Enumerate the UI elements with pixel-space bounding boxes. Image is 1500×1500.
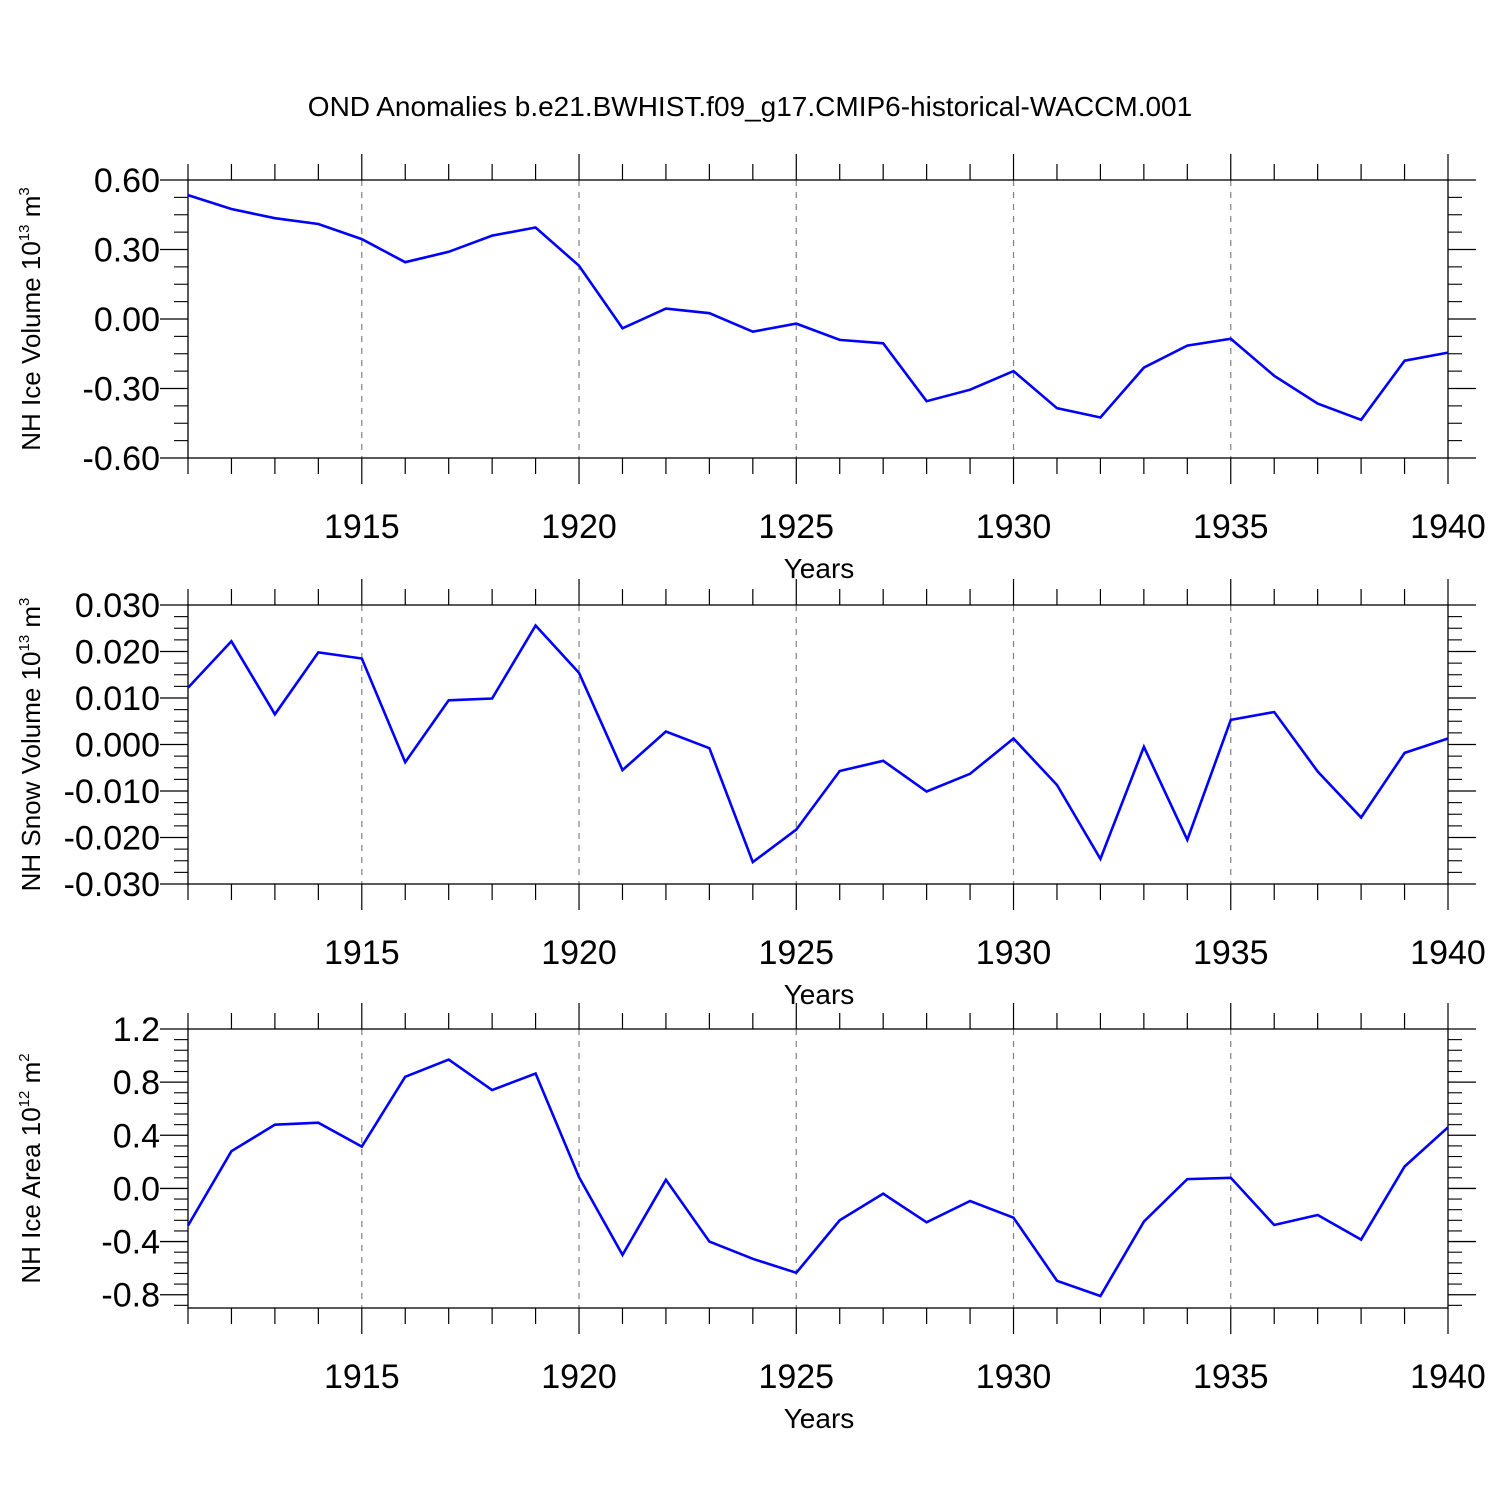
x-tick-label: 1920 bbox=[541, 1358, 617, 1396]
y-tick-label: -0.020 bbox=[64, 820, 160, 858]
x-tick-label: 1925 bbox=[758, 508, 834, 546]
series-line bbox=[187, 623, 1449, 865]
y-tick-label: -0.030 bbox=[64, 866, 160, 904]
y-axis-label: NH Snow Volume 1013 m3 bbox=[16, 598, 46, 892]
y-tick-label: -0.60 bbox=[83, 440, 161, 478]
panel-3: -0.8 -0.4 0.0 0.4 0.8 1.2 1915 1920 1925 1930 1935… bbox=[16, 1003, 1486, 1434]
x-tick-label: 1925 bbox=[758, 934, 834, 972]
y-tick-label: 0.020 bbox=[75, 634, 160, 672]
y-tick-label: 0.030 bbox=[75, 587, 160, 625]
x-tick-label: 1915 bbox=[324, 508, 400, 546]
plot-frame bbox=[187, 1028, 1449, 1309]
x-tick-label: 1915 bbox=[324, 1358, 400, 1396]
y-tick-label: 0.30 bbox=[94, 232, 160, 270]
x-tick-label: 1920 bbox=[541, 508, 617, 546]
x-tick-label: 1940 bbox=[1410, 1358, 1486, 1396]
y-axis-label: NH Ice Area 1012 m2 bbox=[16, 1053, 46, 1283]
x-axis-label: Years bbox=[784, 979, 855, 1010]
x-tick-label: 1940 bbox=[1410, 934, 1486, 972]
x-tick-label: 1935 bbox=[1193, 1358, 1269, 1396]
x-tick-label: 1915 bbox=[324, 934, 400, 972]
x-tick-label: 1930 bbox=[976, 508, 1052, 546]
y-tick-label: 0.60 bbox=[94, 162, 160, 200]
y-tick-label: 0.0 bbox=[113, 1170, 160, 1208]
x-tick-label: 1920 bbox=[541, 934, 617, 972]
y-tick-label: 0.010 bbox=[75, 680, 160, 718]
x-axis-label: Years bbox=[784, 553, 855, 584]
plot-frame bbox=[187, 179, 1449, 459]
series-line bbox=[186, 1058, 1449, 1298]
y-tick-label: 0.4 bbox=[113, 1117, 160, 1155]
x-tick-label: 1930 bbox=[976, 1358, 1052, 1396]
y-tick-label: 0.8 bbox=[113, 1064, 160, 1102]
panel-2: -0.030 -0.020 -0.010 0.000 0.010 0.020 0.030 19… bbox=[16, 579, 1486, 1010]
series-line bbox=[187, 193, 1449, 422]
x-tick-label: 1935 bbox=[1193, 934, 1269, 972]
x-tick-label: 1940 bbox=[1410, 508, 1486, 546]
x-axis-label: Years bbox=[784, 1403, 855, 1434]
y-tick-label: -0.8 bbox=[101, 1277, 160, 1315]
x-tick-label: 1935 bbox=[1193, 508, 1269, 546]
plot-frame bbox=[187, 604, 1449, 885]
x-tick-label: 1925 bbox=[758, 1358, 834, 1396]
y-tick-label: 1.2 bbox=[113, 1011, 160, 1049]
y-tick-label: -0.4 bbox=[101, 1224, 160, 1262]
y-tick-label: 0.000 bbox=[75, 727, 160, 765]
figure-title: OND Anomalies b.e21.BWHIST.f09_g17.CMIP6… bbox=[308, 91, 1192, 122]
x-tick-label: 1930 bbox=[976, 934, 1052, 972]
panel-1: -0.60 -0.30 0.00 0.30 0.60 1915 1920 1925 1930 19… bbox=[16, 154, 1486, 584]
y-tick-label: 0.00 bbox=[94, 301, 160, 339]
y-axis-label: NH Ice Volume 1013 m3 bbox=[16, 187, 46, 450]
y-tick-label: -0.30 bbox=[83, 371, 161, 409]
y-tick-label: -0.010 bbox=[64, 773, 160, 811]
